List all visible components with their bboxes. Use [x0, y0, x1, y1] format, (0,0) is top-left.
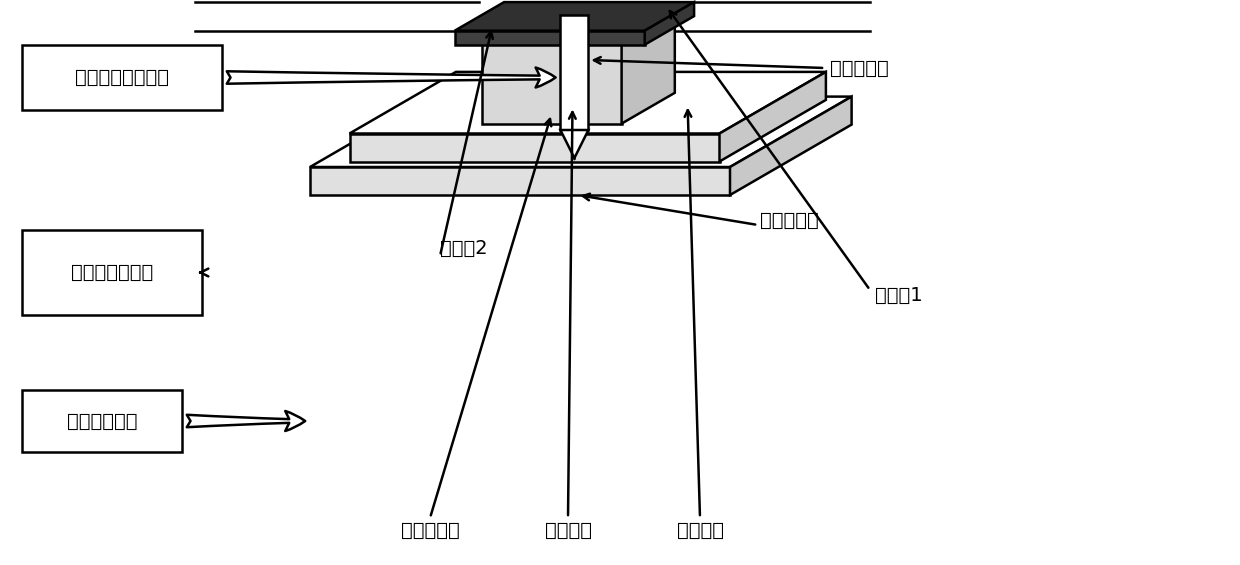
Polygon shape [481, 13, 675, 44]
Polygon shape [719, 72, 826, 162]
Polygon shape [350, 133, 719, 162]
Polygon shape [481, 44, 621, 124]
Polygon shape [22, 390, 182, 452]
Polygon shape [455, 2, 694, 31]
Polygon shape [730, 97, 852, 195]
Text: 激光焊接件: 激光焊接件 [401, 520, 459, 540]
Text: 脉冲激光源: 脉冲激光源 [830, 59, 889, 77]
Polygon shape [560, 15, 589, 130]
Polygon shape [310, 97, 852, 167]
Text: 运动控制主机: 运动控制主机 [67, 411, 138, 431]
Text: 绝缘底板: 绝缘底板 [677, 520, 723, 540]
Text: 工作平台: 工作平台 [544, 520, 591, 540]
Text: 脉冲激光控制单元: 脉冲激光控制单元 [74, 68, 169, 87]
Polygon shape [22, 45, 222, 110]
Text: 高能量脉冲电源: 高能量脉冲电源 [71, 263, 153, 282]
Polygon shape [310, 167, 730, 195]
Polygon shape [560, 130, 589, 158]
Text: 铜电极2: 铜电极2 [440, 238, 487, 258]
Text: 脉冲激光束: 脉冲激光束 [760, 211, 818, 229]
Polygon shape [455, 31, 645, 45]
Polygon shape [350, 72, 826, 133]
Polygon shape [621, 13, 675, 124]
Polygon shape [645, 2, 694, 45]
Polygon shape [22, 230, 202, 315]
Text: 铜电极1: 铜电极1 [875, 285, 923, 305]
